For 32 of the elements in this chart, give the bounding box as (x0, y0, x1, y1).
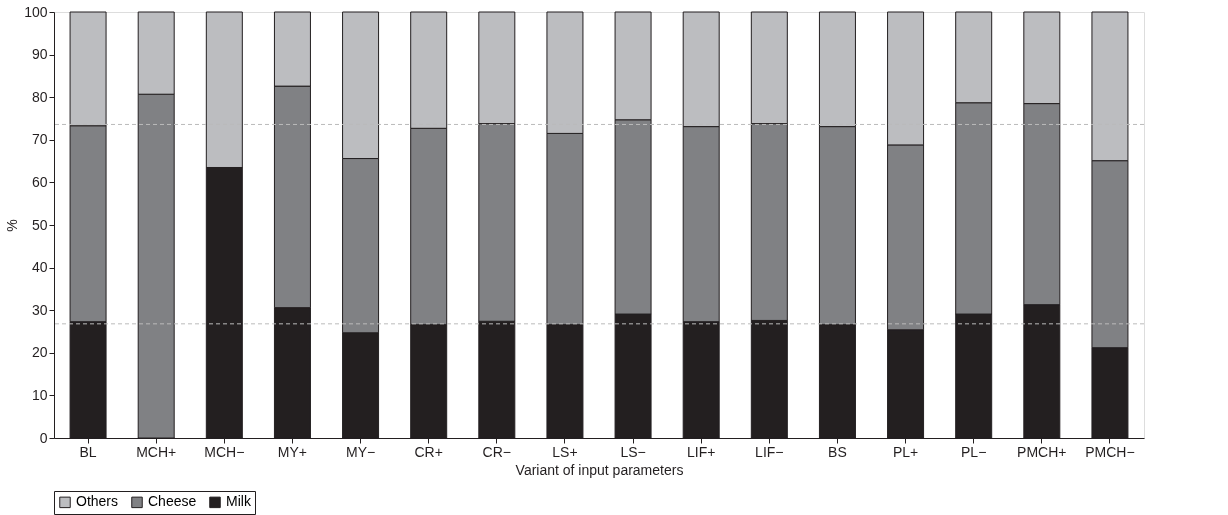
y-tick-label: 100 (24, 3, 48, 20)
x-tick-label: CR− (482, 443, 512, 460)
x-tick-label: PL+ (892, 443, 919, 460)
legend-label: Milk (226, 493, 252, 510)
x-tick-label: MY+ (277, 443, 308, 460)
x-tick-label: BS (828, 443, 847, 460)
y-tick-label: 50 (31, 216, 48, 233)
x-tick-label: PMCH+ (1017, 443, 1067, 460)
x-tick-label: LIF+ (686, 443, 716, 460)
x-tick-label: PMCH− (1085, 443, 1135, 460)
x-tick-label: LIF− (755, 443, 784, 460)
legend-label: Others (76, 493, 119, 510)
y-tick-label: 20 (31, 344, 48, 361)
x-tick-label: LS+ (552, 443, 578, 460)
x-tick-label: PL− (961, 443, 987, 460)
x-tick-label: CR+ (414, 443, 443, 460)
x-tick-label: MCH+ (136, 443, 177, 460)
y-tick-label: 30 (31, 301, 48, 318)
x-tick-label: LS− (620, 443, 646, 460)
x-axis-title: Variant of input parameters (515, 461, 684, 478)
y-tick-label: 60 (31, 173, 48, 190)
x-tick-label: MCH− (204, 443, 245, 460)
x-tick-label: MY− (345, 443, 376, 460)
y-tick-label: 40 (31, 259, 48, 276)
y-tick-label: 10 (31, 386, 48, 403)
y-axis-title: % (4, 219, 21, 232)
y-tick-label: 90 (31, 46, 48, 63)
y-tick-label: 0 (39, 429, 48, 446)
y-tick-label: 80 (31, 88, 48, 105)
y-tick-label: 70 (31, 131, 48, 148)
x-tick-label: BL (79, 443, 97, 460)
legend-label: Cheese (148, 493, 197, 510)
